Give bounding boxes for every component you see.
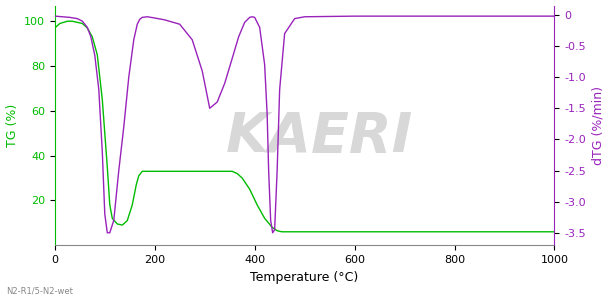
- X-axis label: Temperature (°C): Temperature (°C): [251, 271, 359, 283]
- Text: KAERI: KAERI: [226, 110, 413, 164]
- Y-axis label: TG (%): TG (%): [5, 104, 18, 147]
- Y-axis label: dTG (%/min): dTG (%/min): [592, 86, 605, 165]
- Text: N2-R1/5-N2-wet: N2-R1/5-N2-wet: [6, 286, 73, 295]
